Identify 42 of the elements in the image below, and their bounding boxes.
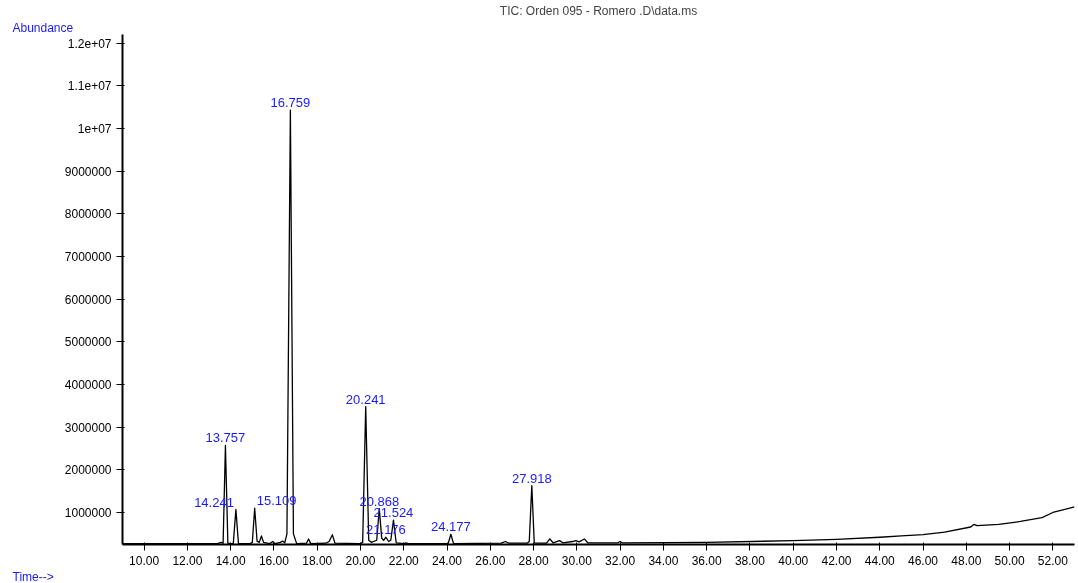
y-tick-label: 1.1e+07 (67, 79, 112, 94)
y-tick-label: 6000000 (64, 292, 112, 307)
x-tick-label: 20.00 (345, 553, 376, 568)
x-tick-label: 30.00 (561, 553, 593, 568)
x-tick-label: 48.00 (951, 553, 982, 568)
y-tick-label: 2000000 (64, 463, 112, 478)
annotation: 27.918 (511, 470, 552, 486)
y-axis-title: Abundance (12, 20, 74, 35)
x-tick-label: 24.00 (432, 553, 463, 568)
chart-title: TIC: Orden 095 - Romero .D\data.ms (499, 3, 698, 18)
x-tick-label: 26.00 (475, 553, 506, 568)
y-tick-label: 9000000 (64, 164, 112, 179)
x-tick-label: 40.00 (778, 553, 809, 568)
y-tick-label: 5000000 (64, 335, 112, 350)
x-tick-label: 38.00 (734, 553, 766, 568)
y-tick-label: 7000000 (64, 249, 112, 264)
x-tick-label: 32.00 (605, 553, 636, 568)
y-tick-label: 3000000 (64, 420, 112, 435)
x-tick-label: 44.00 (864, 553, 896, 568)
x-tick-label: 52.00 (1037, 553, 1069, 568)
x-tick-label: 18.00 (302, 553, 333, 568)
annotation: 13.757 (205, 430, 246, 446)
x-tick-label: 16.00 (258, 553, 290, 568)
x-tick-label: 42.00 (821, 553, 852, 568)
annotation: 16.759 (270, 95, 311, 111)
x-tick-label: 28.00 (518, 553, 549, 568)
x-tick-label: 14.00 (215, 553, 247, 568)
x-tick-label: 50.00 (994, 553, 1025, 568)
x-tick-label: 10.00 (129, 553, 160, 568)
y-tick-label: 8000000 (64, 207, 112, 222)
x-tick-label: 22.00 (388, 553, 420, 568)
x-tick-label: 12.00 (172, 553, 203, 568)
y-tick-label: 1.2e+07 (67, 36, 112, 51)
annotation: 20.241 (345, 391, 386, 407)
y-tick-label: 1000000 (64, 505, 112, 520)
x-tick-label: 36.00 (691, 553, 723, 568)
x-tick-label: 34.00 (648, 553, 679, 568)
x-tick-label: 46.00 (908, 553, 939, 568)
y-tick-label: 4000000 (64, 377, 112, 392)
y-tick-label: 1e+07 (77, 121, 112, 136)
annotation: 24.177 (430, 519, 471, 535)
x-axis-title: Time--> (12, 569, 54, 583)
